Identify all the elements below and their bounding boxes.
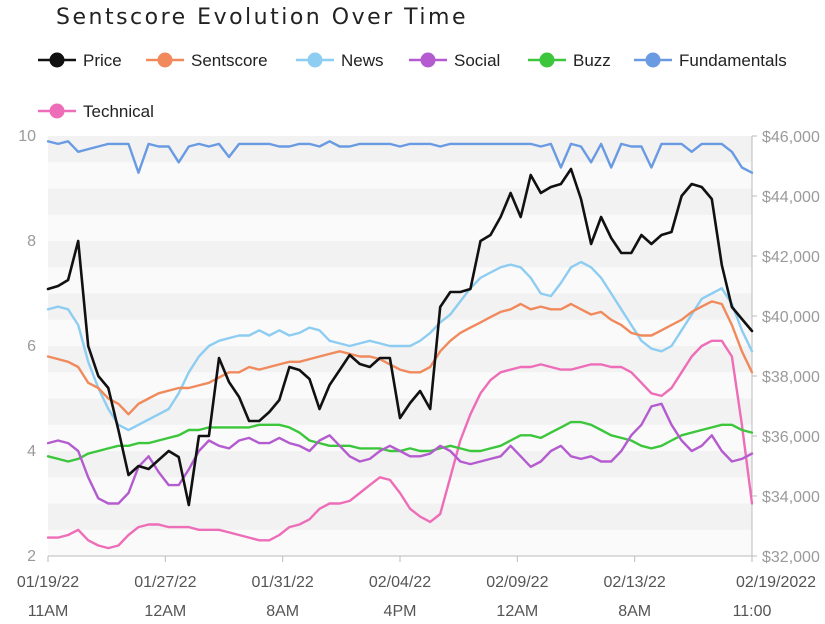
background-band [48, 267, 752, 294]
legend-label-social: Social [454, 51, 500, 70]
y-right-tick-label: $44,000 [762, 189, 820, 206]
y-right-tick-label: $36,000 [762, 429, 820, 446]
background-band [48, 503, 752, 530]
x-tick-sublabel: 12AM [496, 603, 538, 620]
x-tick-label: 02/13/22 [604, 574, 666, 591]
x-tick-sublabel: 8AM [266, 603, 299, 620]
legend-marker-price [49, 52, 65, 68]
background-band [48, 319, 752, 346]
x-tick-label: 01/27/22 [134, 574, 196, 591]
x-tick-sublabel: 8AM [618, 603, 651, 620]
tick-labels: 10 8 6 4 2 $46,000 $44,000 $42,000 $40,000 $38,00… [17, 128, 820, 620]
y-right-tick-label: $34,000 [762, 489, 820, 506]
background-bands [48, 136, 752, 556]
legend-marker-sentscore [157, 52, 173, 68]
x-tick-sublabel: 12AM [144, 603, 186, 620]
background-band [48, 162, 752, 189]
background-band [48, 346, 752, 373]
legend-marker-fundamentals [645, 52, 661, 68]
y-right-tick-label: $40,000 [762, 309, 820, 326]
x-tick-sublabel: 11AM [28, 603, 69, 620]
y-right-tick-label: $46,000 [762, 129, 820, 146]
series-line-technical [46, 339, 754, 550]
legend-label-sentscore: Sentscore [191, 51, 268, 70]
series-line-social [46, 402, 754, 505]
y-left-tick-label: 2 [27, 548, 36, 565]
background-band [48, 477, 752, 504]
y-left-tick-label: 8 [27, 233, 36, 250]
y-left-tick-label: 4 [27, 443, 36, 460]
x-tick-sublabel: 4PM [384, 603, 417, 620]
legend-label-news: News [341, 51, 384, 70]
x-tick-label: 02/09/22 [486, 574, 548, 591]
legend-label-price: Price [83, 51, 122, 70]
background-band [48, 293, 752, 320]
axes [47, 135, 757, 562]
background-band [48, 188, 752, 215]
legend-marker-technical [49, 103, 65, 119]
x-tick-label: 02/19/2022 [736, 574, 816, 591]
series-line-news [46, 260, 754, 432]
background-band [48, 214, 752, 241]
legend: Price Sentscore News Social Buzz Fundamentals… [38, 51, 787, 121]
legend-marker-buzz [539, 52, 555, 68]
background-band [48, 529, 752, 556]
series-lines [46, 140, 754, 550]
series-line-sentscore [46, 300, 754, 416]
chart-title: Sentscore Evolution Over Time [56, 5, 468, 30]
background-band [48, 136, 752, 163]
x-tick-label: 01/31/22 [252, 574, 314, 591]
y-left-tick-label: 10 [18, 128, 36, 145]
legend-label-fundamentals: Fundamentals [679, 51, 787, 70]
series-line-fundamentals [46, 140, 754, 174]
legend-label-buzz: Buzz [573, 51, 611, 70]
legend-marker-social [420, 52, 436, 68]
legend-label-technical: Technical [83, 102, 154, 121]
series-line-price [46, 167, 754, 507]
x-tick-sublabel: 11:00 [733, 603, 772, 620]
y-right-tick-label: $42,000 [762, 249, 820, 266]
legend-marker-news [307, 52, 323, 68]
y-left-tick-label: 6 [27, 338, 36, 355]
y-right-tick-label: $38,000 [762, 369, 820, 386]
background-band [48, 241, 752, 268]
x-tick-label: 02/04/22 [369, 574, 431, 591]
x-tick-label: 01/19/22 [17, 574, 79, 591]
y-right-tick-label: $32,000 [762, 549, 820, 566]
